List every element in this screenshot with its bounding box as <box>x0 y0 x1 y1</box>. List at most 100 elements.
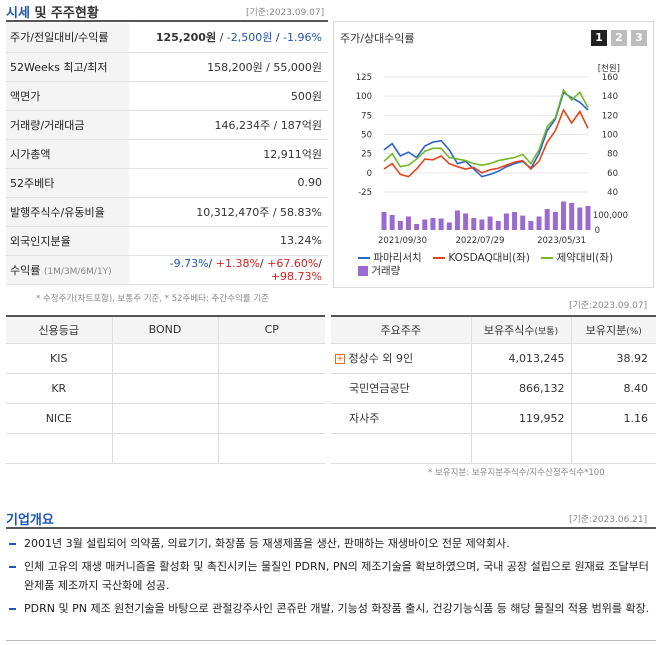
row-label: 수익률 (1M/3M/6M/1Y) <box>6 255 130 285</box>
credit-table: 신용등급 BOND CP KIS KR NICE <box>6 315 325 464</box>
section-title: 시세 및 주주현황 <box>6 2 99 21</box>
row-value: 146,234주 / 187억원 <box>129 110 328 140</box>
bond-rating <box>111 432 219 464</box>
table-row: KR <box>6 372 325 404</box>
price-summary: 125,200원 / -2,500원 / -1.96% <box>129 23 328 53</box>
price-note: * 수정주가(차트포함), 보통주 기준, * 52주베타: 주간수익률 기준 <box>36 294 269 304</box>
y-left-tick: 25 <box>361 150 372 160</box>
table-row: 자사주 119,952 1.16 <box>331 402 656 434</box>
y-right-tick: 160 <box>602 73 618 83</box>
row-label: 52주베타 <box>6 168 130 198</box>
returns-values: -9.73%/ +1.38%/ +67.60%/ +98.73% <box>129 255 328 285</box>
y-left-tick: 125 <box>356 73 372 83</box>
volume-bar <box>471 218 477 230</box>
column-header: 보유지분(%) <box>570 316 656 344</box>
legend-swatch <box>358 266 368 276</box>
return-1y: +98.73% <box>270 269 322 283</box>
holders-date: [기준:2023.09.07] <box>569 301 648 311</box>
volume-bar <box>577 207 583 230</box>
table-row: 수익률 (1M/3M/6M/1Y) -9.73%/ +1.38%/ +67.60… <box>6 255 328 285</box>
price-date: [기준:2023.09.07] <box>246 8 325 18</box>
y-right-tick: 80 <box>607 150 618 160</box>
table-row: 외국인지분율 13.24% <box>6 226 328 256</box>
holder-name[interactable]: 정상수 외 9인 <box>348 352 414 365</box>
row-label: 시가총액 <box>6 139 130 169</box>
cp-rating <box>217 342 325 374</box>
x-tick: 2023/05/31 <box>537 236 586 246</box>
current-price: 125,200원 <box>155 31 217 45</box>
legend-swatch <box>358 257 370 259</box>
column-header: BOND <box>111 316 219 344</box>
bond-rating <box>111 372 219 404</box>
volume-bar <box>569 203 575 230</box>
legend-item: KOSDAQ대비(좌) <box>433 252 530 264</box>
y-right-tick: 120 <box>602 111 618 121</box>
table-row: 52Weeks 최고/최저 158,200원 / 55,000원 <box>6 52 328 82</box>
y-left-tick: 50 <box>361 131 372 141</box>
overview-title: 기업개요 <box>6 513 54 528</box>
table-row <box>331 432 656 464</box>
bond-rating <box>111 402 219 434</box>
column-header: 주요주주 <box>331 316 472 344</box>
table-row <box>6 432 325 464</box>
bond-rating <box>111 342 219 374</box>
chart-tab-2[interactable]: 2 <box>611 30 627 46</box>
volume-bar <box>430 218 436 230</box>
y-right-tick: 40 <box>607 188 618 198</box>
volume-bar <box>544 209 550 230</box>
return-6m: +67.60% <box>267 256 319 270</box>
y-right-tick: 60 <box>607 169 618 179</box>
table-row: KIS <box>6 342 325 374</box>
column-header: 보유주식수(보통) <box>470 316 572 344</box>
legend-item: 거래량 <box>358 265 400 277</box>
table-row: 주가/전일대비/수익률 125,200원 / -2,500원 / -1.96% <box>6 23 328 53</box>
return-1m: -9.73% <box>169 256 209 270</box>
y-left-tick: 75 <box>361 111 372 121</box>
rating-agency: KIS <box>6 342 113 374</box>
table-row: 거래량/거래대금 146,234주 / 187억원 <box>6 110 328 140</box>
chart-tab-1[interactable]: 1 <box>591 30 607 46</box>
section-title-prefix: 시세 <box>6 6 30 21</box>
overview-date: [기준:2023.06.21] <box>569 515 648 525</box>
rating-agency: KR <box>6 372 113 404</box>
series-line <box>383 108 589 178</box>
holder-pct: 38.92 <box>570 342 656 374</box>
volume-bar <box>463 213 469 230</box>
chart-legend: 파마리서치 KOSDAQ대비(좌) 제약대비(좌) 거래량 <box>358 252 648 278</box>
row-label: 외국인지분율 <box>6 226 130 256</box>
holders-table: 주요주주 보유주식수(보통) 보유지분(%) + 정상수 외 9인 4,013,… <box>331 315 656 464</box>
overview-item: 2001년 3월 설립되어 의약품, 의료기기, 화장품 등 재생제품을 생산,… <box>6 534 652 553</box>
cp-rating <box>217 432 325 464</box>
volume-bar <box>536 216 542 230</box>
divider <box>6 20 328 22</box>
table-header-row: 주요주주 보유주식수(보통) 보유지분(%) <box>331 316 656 344</box>
table-row: 국민연금공단 866,132 8.40 <box>331 372 656 404</box>
price-change: -2,500원 <box>226 31 273 45</box>
return-3m: +1.38% <box>215 256 260 270</box>
rating-agency <box>6 432 113 464</box>
holder-pct: 1.16 <box>570 402 656 434</box>
volume-bar <box>487 216 493 230</box>
overview-list: 2001년 3월 설립되어 의약품, 의료기기, 화장품 등 재생제품을 생산,… <box>6 534 652 622</box>
y-left-tick: 100 <box>356 92 372 102</box>
y-left-tick: 0 <box>367 169 372 179</box>
table-row: 시가총액 12,911억원 <box>6 139 328 169</box>
volume-bar <box>561 201 567 230</box>
row-value: 10,312,470주 / 58.83% <box>129 197 328 227</box>
volume-tick: 100,000 <box>593 211 628 221</box>
legend-swatch <box>541 257 554 259</box>
series-line <box>383 88 589 168</box>
chart-tab-3[interactable]: 3 <box>631 30 647 46</box>
table-header-row: 신용등급 BOND CP <box>6 316 325 344</box>
volume-bar <box>414 224 420 230</box>
volume-bar <box>422 219 428 230</box>
cp-rating <box>217 372 325 404</box>
table-row: + 정상수 외 9인 4,013,245 38.92 <box>331 342 656 374</box>
expand-icon[interactable]: + <box>335 354 345 364</box>
row-value: 0.90 <box>129 168 328 198</box>
chart-title: 주가/상대수익률 <box>340 32 415 45</box>
column-header: CP <box>217 316 325 344</box>
divider <box>6 640 656 641</box>
